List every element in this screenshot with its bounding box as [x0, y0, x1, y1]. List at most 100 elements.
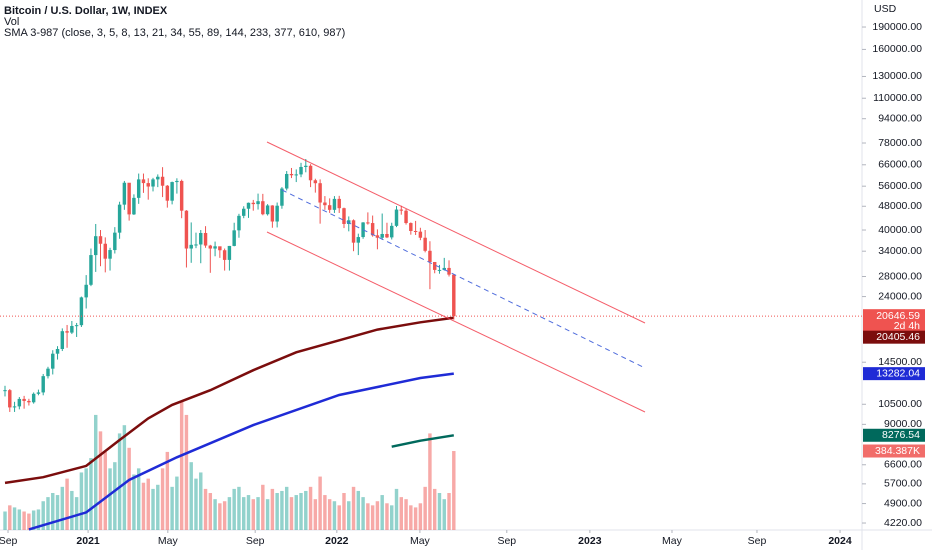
- candle-body: [103, 243, 107, 259]
- candle-body: [299, 166, 303, 175]
- volume-bar: [370, 505, 375, 530]
- candle-body: [437, 269, 442, 271]
- y-tick-label: 28000.00: [878, 270, 922, 282]
- volume-bar: [423, 486, 427, 530]
- volume-bar: [146, 478, 150, 530]
- volume-bar: [375, 501, 380, 530]
- volume-bar: [170, 486, 174, 530]
- candle-body: [151, 179, 155, 187]
- volume-bar: [284, 486, 289, 530]
- y-tick-label: 14500.00: [878, 356, 922, 368]
- sma-line: [4, 316, 454, 485]
- candle-body: [127, 182, 131, 215]
- volume-bar: [308, 486, 313, 530]
- volume-bar: [70, 490, 74, 530]
- candle-body: [232, 230, 236, 246]
- volume-bar: [242, 497, 246, 530]
- x-tick-label: May: [662, 535, 683, 547]
- candle-body: [385, 233, 389, 238]
- y-tick-label: 34000.00: [878, 245, 922, 257]
- volume-bar: [218, 503, 222, 530]
- candle-body: [404, 210, 408, 224]
- candle-body: [65, 331, 69, 333]
- y-tick-label: 6600.00: [884, 459, 922, 471]
- y-tick-label: 24000.00: [878, 290, 922, 302]
- volume-bar: [275, 493, 279, 530]
- candle-body: [261, 201, 265, 215]
- candle-body: [256, 201, 260, 205]
- volume-bar: [122, 425, 127, 530]
- candle-body: [117, 204, 122, 233]
- x-tick-label: Sep: [0, 535, 18, 547]
- candle-body: [280, 188, 284, 206]
- volume-bar: [222, 501, 227, 530]
- candle-body: [132, 197, 136, 215]
- volume-bar: [117, 433, 122, 530]
- candle-body: [156, 176, 160, 180]
- y-tick-label: 130000.00: [872, 70, 922, 82]
- y-tick-label: 66000.00: [878, 159, 922, 171]
- volume-value-label: 384.387K: [875, 445, 920, 457]
- volume-bar: [203, 488, 208, 530]
- line-label-bg: [863, 330, 925, 344]
- candle-body: [27, 400, 31, 403]
- candle-body: [246, 202, 251, 209]
- volume-bar: [179, 400, 184, 530]
- volume-bar: [113, 462, 117, 530]
- sma-line: [28, 372, 454, 531]
- candle-body: [184, 210, 189, 249]
- volume-bar: [227, 497, 232, 530]
- volume-bar: [98, 431, 103, 530]
- candle-body: [308, 165, 313, 181]
- volume-bar: [31, 510, 36, 530]
- candle-body: [332, 198, 337, 210]
- volume-bar: [189, 462, 193, 530]
- y-tick-label: 190000.00: [872, 21, 922, 33]
- candle-body: [323, 202, 327, 206]
- volume-bar: [280, 490, 284, 530]
- candle-body: [380, 233, 384, 238]
- candle-body: [122, 182, 127, 205]
- candle-body: [17, 398, 22, 407]
- volume-bar: [432, 488, 437, 530]
- candle-body: [55, 348, 60, 354]
- candle-body: [141, 179, 146, 184]
- y-tick-label: 78000.00: [878, 137, 922, 149]
- volume-bar: [156, 484, 160, 530]
- volume-bar: [41, 501, 45, 530]
- candle-body: [218, 246, 222, 251]
- candle-body: [409, 223, 413, 232]
- candle-body: [189, 244, 193, 249]
- candle-body: [199, 232, 203, 245]
- line-label-bg: [863, 367, 925, 381]
- y-tick-label: 4220.00: [884, 517, 922, 529]
- line-value-label: 20405.46: [876, 331, 920, 343]
- candle-body: [270, 205, 275, 222]
- y-tick-label: 56000.00: [878, 180, 922, 192]
- candle-body: [227, 245, 232, 260]
- volume-bar: [256, 497, 260, 530]
- volume-bar: [65, 478, 69, 530]
- x-tick-label: May: [410, 535, 431, 547]
- candle-body: [22, 398, 26, 401]
- volume-bar: [237, 486, 241, 530]
- candle-body: [113, 232, 117, 251]
- volume-bar: [299, 493, 303, 530]
- candle-body: [146, 183, 150, 187]
- candle-body: [108, 250, 112, 259]
- volume-bar: [342, 493, 346, 530]
- volume-bar: [103, 451, 107, 530]
- candle-body: [289, 173, 294, 176]
- volume-bar: [347, 501, 351, 530]
- x-tick-label: May: [158, 535, 179, 547]
- countdown-label: 2d 4h: [894, 320, 920, 332]
- candle-body: [337, 198, 341, 209]
- sma-line: [391, 434, 454, 448]
- volume-bar: [318, 476, 322, 530]
- volume-bar: [327, 499, 332, 530]
- volume-bar: [55, 495, 60, 530]
- candle-body: [366, 222, 370, 224]
- candle-body: [375, 235, 380, 238]
